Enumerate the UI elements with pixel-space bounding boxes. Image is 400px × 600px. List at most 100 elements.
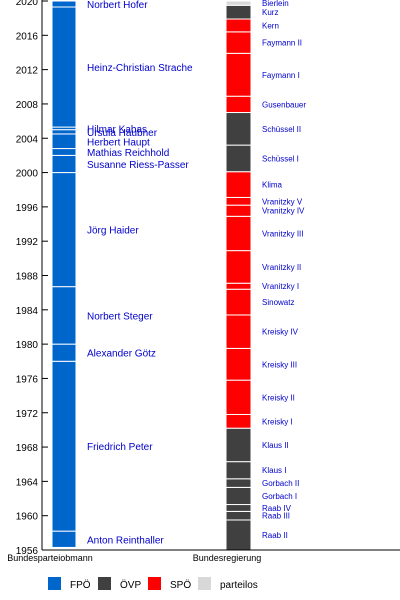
- government-label: Schüssel II: [262, 125, 301, 134]
- y-tick-label: 1968: [16, 443, 39, 454]
- government-label: Kreisky I: [262, 417, 293, 426]
- government-bar: [225, 288, 252, 316]
- legend-label: ÖVP: [120, 579, 141, 591]
- government-bar: [225, 379, 252, 415]
- government-label: Vranitzky V: [262, 197, 303, 206]
- government-bar: [225, 4, 252, 20]
- y-tick-label: 1964: [16, 477, 39, 488]
- y-tick-label: 2012: [16, 66, 39, 77]
- leader-bar: [51, 286, 77, 345]
- leader-label: Norbert Hofer: [87, 0, 148, 11]
- leader-bar: [51, 148, 77, 156]
- y-tick-label: 2020: [16, 0, 39, 8]
- leader-bar: [51, 360, 77, 532]
- y-tick-label: 2016: [16, 31, 39, 42]
- government-bar: [225, 478, 252, 488]
- y-tick-label: 1976: [16, 374, 39, 385]
- leader-bar: [51, 6, 77, 128]
- leader-label: Norbert Steger: [87, 311, 153, 322]
- government-bar: [225, 314, 252, 349]
- government-bar: [225, 510, 252, 521]
- government-label: Kreisky II: [262, 393, 295, 402]
- government-label: Raab III: [262, 512, 290, 521]
- leader-label: Jörg Haider: [87, 226, 139, 237]
- government-label: Faymann I: [262, 71, 300, 80]
- y-tick-label: 1956: [16, 546, 39, 557]
- government-bar: [225, 95, 252, 114]
- government-label: Klima: [262, 181, 283, 190]
- y-tick-label: 2008: [16, 100, 39, 111]
- legend-swatch: [148, 577, 161, 590]
- legend-item: FPÖ: [48, 577, 91, 591]
- government-label: Vranitzky II: [262, 263, 301, 272]
- government-bar: [225, 347, 252, 381]
- legend-item: SPÖ: [148, 577, 191, 591]
- legend-label: FPÖ: [70, 579, 91, 591]
- leader-label: Ursula Haubner: [87, 128, 158, 139]
- legend-label: parteilos: [220, 580, 258, 591]
- government-label: Bierlein: [262, 0, 289, 8]
- leader-bar: [51, 343, 77, 362]
- government-label: Kreisky IV: [262, 328, 299, 337]
- government-label: Kurz: [262, 8, 278, 17]
- legend-item: ÖVP: [98, 577, 141, 591]
- government-bar: [225, 144, 252, 173]
- column-label-leaders: Bundesparteiobmann: [7, 553, 93, 563]
- y-tick-label: 1988: [16, 272, 39, 283]
- leader-bar: [51, 530, 77, 548]
- government-label: Vranitzky IV: [262, 207, 305, 216]
- government-bar: [225, 486, 252, 506]
- column-label-governments: Bundesregierung: [193, 553, 262, 563]
- legend-item: parteilos: [198, 577, 258, 591]
- government-bar: [225, 171, 252, 198]
- y-tick-label: 1980: [16, 340, 39, 351]
- government-bar: [225, 112, 252, 146]
- government-label: Klaus I: [262, 466, 286, 475]
- y-tick-label: 2000: [16, 169, 39, 180]
- government-label: Vranitzky III: [262, 229, 304, 238]
- government-bar: [225, 52, 252, 97]
- government-bar: [225, 519, 252, 551]
- government-label: Sinowatz: [262, 298, 294, 307]
- party-leader-bars: Anton Reinthaller Friedrich Peter Alexande…: [51, 0, 193, 548]
- government-bar: [225, 413, 252, 429]
- y-tick-label: 1996: [16, 203, 39, 214]
- legend-swatch: [198, 577, 211, 590]
- leader-label: Heinz-Christian Strache: [87, 63, 193, 74]
- government-label: Faymann II: [262, 39, 302, 48]
- leader-label: Friedrich Peter: [87, 442, 153, 453]
- y-tick-label: 1960: [16, 512, 39, 523]
- government-label: Schüssel I: [262, 154, 299, 163]
- government-label: Vranitzky I: [262, 282, 299, 291]
- legend-swatch: [98, 577, 111, 590]
- leader-bar: [51, 129, 77, 135]
- government-bar: [225, 250, 252, 284]
- government-bar: [225, 18, 252, 33]
- government-bar: [225, 461, 252, 480]
- leader-bar: [51, 0, 77, 8]
- government-label: Klaus II: [262, 441, 289, 450]
- leader-label: Anton Reinthaller: [87, 535, 164, 546]
- government-bar: [225, 31, 252, 54]
- government-label: Gusenbauer: [262, 100, 306, 109]
- axes: Bundesparteiobmann Bundesregierung: [7, 0, 400, 563]
- leader-label: Alexander Götz: [87, 349, 156, 360]
- leader-label: Hilmar Kabas: [87, 124, 147, 135]
- government-bar: [225, 215, 252, 252]
- leader-label: Susanne Riess-Passer: [87, 160, 189, 171]
- government-bar: [225, 427, 252, 463]
- legend-label: SPÖ: [170, 579, 191, 591]
- government-label: Gorbach II: [262, 479, 299, 488]
- government-bar: [225, 204, 252, 217]
- y-tick-label: 1992: [16, 237, 39, 248]
- legend: FPÖ ÖVP SPÖ parteilos: [48, 577, 258, 591]
- government-bar: [225, 196, 252, 206]
- y-tick-label: 1984: [16, 306, 39, 317]
- legend-swatch: [48, 577, 61, 590]
- government-label: Kern: [262, 21, 279, 30]
- tick-marks: 1956 1960 1964 1968 1972 1976 1980 1984 1988 1992…: [16, 0, 48, 557]
- leader-label: Mathias Reichhold: [87, 148, 169, 159]
- leader-label: Herbert Haupt: [87, 137, 150, 148]
